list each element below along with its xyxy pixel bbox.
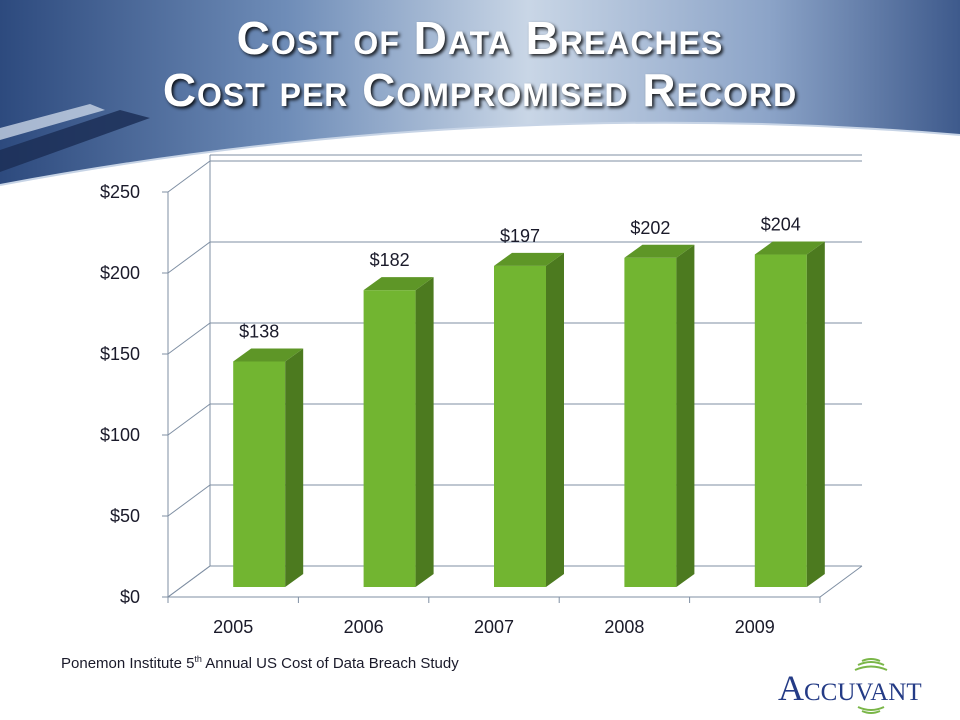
gridline xyxy=(167,160,862,193)
bar-front xyxy=(233,361,286,587)
logo-mark xyxy=(854,658,888,714)
bar-side xyxy=(806,241,825,587)
company-logo: Accuvant xyxy=(770,655,950,715)
y-tick-label: $250 xyxy=(100,182,140,202)
y-tick-label: $200 xyxy=(100,263,140,283)
bar-front xyxy=(624,257,677,587)
data-label: $138 xyxy=(239,321,279,341)
x-tick-label: 2006 xyxy=(344,617,384,637)
header-swoosh xyxy=(0,0,960,185)
header-edge-line xyxy=(0,121,960,186)
y-tick-label: $50 xyxy=(110,506,140,526)
data-label: $182 xyxy=(370,250,410,270)
bar-front xyxy=(754,254,807,587)
data-labels: $138 $182 $197 $202 $204 xyxy=(239,215,801,342)
bar-2007 xyxy=(494,252,564,588)
data-label: $202 xyxy=(630,218,670,238)
y-tick-label: $100 xyxy=(100,425,140,445)
header-stripe-dark xyxy=(0,110,150,172)
slide-title: Cost of Data Breaches xyxy=(236,12,724,64)
bar-top xyxy=(233,348,304,362)
source-superscript: th xyxy=(194,654,202,664)
bar-2005 xyxy=(233,348,304,587)
bar-top xyxy=(754,241,825,255)
header-stripe-light xyxy=(0,104,105,140)
slide-subtitle: Cost per Compromised Record xyxy=(162,64,798,116)
y-tick-label: $0 xyxy=(120,587,140,607)
bar-top xyxy=(494,252,564,266)
bar-front xyxy=(494,265,546,587)
bar-2009 xyxy=(754,241,825,587)
x-tick-label: 2005 xyxy=(213,617,253,637)
x-tick-label: 2007 xyxy=(474,617,514,637)
data-label: $197 xyxy=(500,226,540,246)
source-note: Ponemon Institute 5th Annual US Cost of … xyxy=(61,654,459,672)
x-tick-label: 2009 xyxy=(735,617,775,637)
bar-side xyxy=(415,277,434,587)
bar-top xyxy=(624,244,695,258)
bars xyxy=(233,241,825,588)
gridline xyxy=(167,241,862,274)
bar-front xyxy=(363,290,416,587)
bar-2006 xyxy=(363,277,434,587)
bar-2008 xyxy=(624,244,695,587)
side-wall-edge xyxy=(167,155,211,598)
data-label: $204 xyxy=(761,215,801,235)
y-tick-label: $150 xyxy=(100,344,140,364)
x-axis: 2005 2006 2007 2008 2009 xyxy=(167,597,821,637)
bar-side xyxy=(285,348,304,587)
bar-side xyxy=(676,244,695,587)
bar-side xyxy=(546,252,564,588)
source-suffix: Annual US Cost of Data Breach Study xyxy=(201,655,459,672)
x-tick-label: 2008 xyxy=(604,617,644,637)
bar-top xyxy=(363,277,434,291)
source-prefix: Ponemon Institute 5 xyxy=(61,655,195,672)
header-banner xyxy=(0,0,960,186)
y-axis: $0 $50 $100 $150 $200 $250 xyxy=(100,182,168,607)
logo-wordmark: Accuvant xyxy=(778,668,922,708)
